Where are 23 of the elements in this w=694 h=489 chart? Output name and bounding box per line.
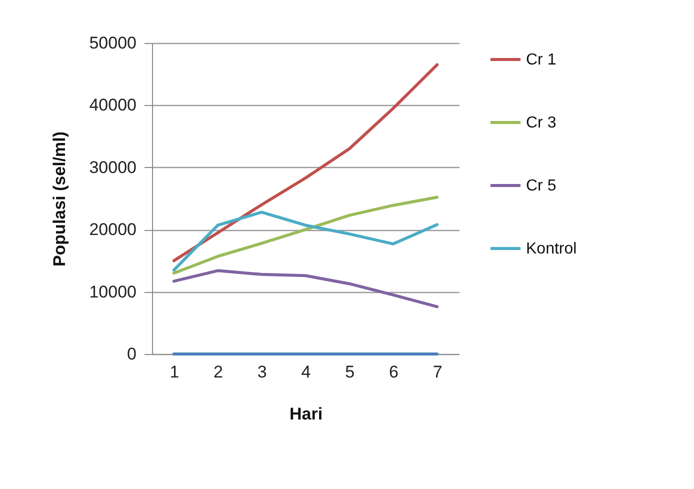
x-tick-label: 3 — [257, 362, 267, 382]
x-tick-label: 7 — [432, 362, 442, 382]
x-tick-label: 4 — [301, 362, 311, 382]
x-tick-label: 6 — [388, 362, 398, 382]
x-tick-label: 5 — [345, 362, 355, 382]
legend-label: Cr 1 — [526, 52, 556, 68]
y-tick-label: 30000 — [89, 158, 136, 177]
line-series — [172, 269, 439, 308]
y-tick-label: 10000 — [89, 282, 136, 302]
y-tick-label: 20000 — [89, 220, 136, 240]
y-tick-label: 40000 — [89, 96, 136, 115]
line-series — [172, 210, 439, 272]
legend-label: Kontrol — [526, 240, 577, 258]
legend-label: Cr 3 — [526, 114, 556, 132]
x-tick-label: 1 — [170, 362, 180, 382]
y-axis-title: Populasi (sel/ml) — [50, 131, 70, 267]
line-series — [172, 63, 439, 262]
legend-label: Cr 5 — [526, 178, 556, 194]
y-tick-label: 50000 — [89, 34, 136, 52]
x-axis-title: Hari — [289, 404, 323, 424]
y-tick-label: 0 — [127, 344, 136, 364]
x-tick-label: 2 — [214, 362, 224, 382]
line-series — [172, 196, 439, 275]
